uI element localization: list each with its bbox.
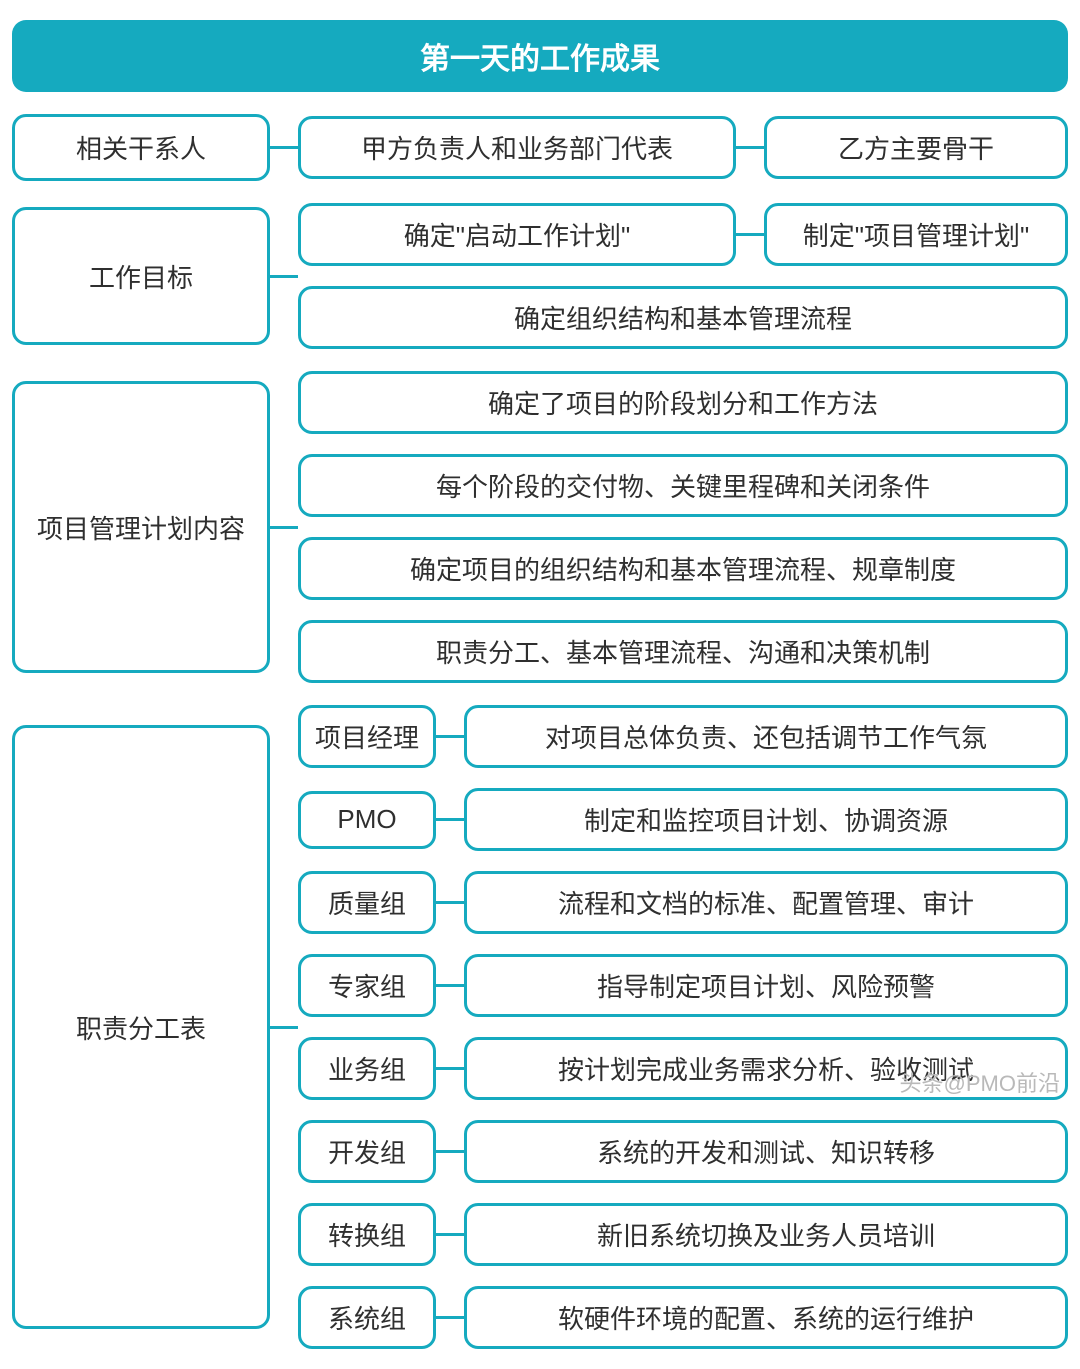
role-row: 项目经理 对项目总体负责、还包括调节工作气氛 bbox=[298, 705, 1068, 768]
role-row: 开发组 系统的开发和测试、知识转移 bbox=[298, 1120, 1068, 1183]
role-row: 系统组 软硬件环境的配置、系统的运行维护 bbox=[298, 1286, 1068, 1349]
role-desc: 指导制定项目计划、风险预警 bbox=[464, 954, 1068, 1017]
role-name: 转换组 bbox=[298, 1203, 436, 1266]
role-row: PMO 制定和监控项目计划、协调资源 bbox=[298, 788, 1068, 851]
section-goals: 工作目标 确定"启动工作计划" 制定"项目管理计划" 确定组织结构和基本管理流程 bbox=[12, 203, 1068, 349]
section-stakeholders: 相关干系人 甲方负责人和业务部门代表 乙方主要骨干 bbox=[12, 114, 1068, 181]
role-desc: 系统的开发和测试、知识转移 bbox=[464, 1120, 1068, 1183]
role-desc: 软硬件环境的配置、系统的运行维护 bbox=[464, 1286, 1068, 1349]
connector bbox=[436, 735, 464, 738]
category-stakeholders: 相关干系人 bbox=[12, 114, 270, 181]
role-name: 质量组 bbox=[298, 871, 436, 934]
connector bbox=[436, 1233, 464, 1236]
connector bbox=[736, 233, 764, 236]
connector bbox=[436, 901, 464, 904]
node-stakeholder-b: 乙方主要骨干 bbox=[764, 116, 1068, 179]
role-desc: 对项目总体负责、还包括调节工作气氛 bbox=[464, 705, 1068, 768]
watermark: 头条@PMO前沿 bbox=[900, 1066, 1060, 1098]
connector bbox=[436, 1067, 464, 1070]
connector bbox=[436, 1150, 464, 1153]
role-row: 质量组 流程和文档的标准、配置管理、审计 bbox=[298, 871, 1068, 934]
section-plan: 项目管理计划内容 确定了项目的阶段划分和工作方法 每个阶段的交付物、关键里程碑和… bbox=[12, 371, 1068, 683]
diagram-title: 第一天的工作成果 bbox=[12, 20, 1068, 92]
role-row: 专家组 指导制定项目计划、风险预警 bbox=[298, 954, 1068, 1017]
connector bbox=[436, 984, 464, 987]
category-goals: 工作目标 bbox=[12, 207, 270, 345]
role-name: 专家组 bbox=[298, 954, 436, 1017]
connector bbox=[270, 1026, 298, 1029]
connector bbox=[270, 275, 298, 278]
connector bbox=[270, 146, 298, 149]
node-plan-2: 每个阶段的交付物、关键里程碑和关闭条件 bbox=[298, 454, 1068, 517]
connector bbox=[436, 818, 464, 821]
connector bbox=[736, 146, 764, 149]
role-name: 开发组 bbox=[298, 1120, 436, 1183]
category-plan: 项目管理计划内容 bbox=[12, 381, 270, 673]
node-plan-1: 确定了项目的阶段划分和工作方法 bbox=[298, 371, 1068, 434]
role-name: 项目经理 bbox=[298, 705, 436, 768]
section-roles: 职责分工表 项目经理 对项目总体负责、还包括调节工作气氛 PMO 制定和监控项目… bbox=[12, 705, 1068, 1349]
node-stakeholder-a: 甲方负责人和业务部门代表 bbox=[298, 116, 736, 179]
role-name: 业务组 bbox=[298, 1037, 436, 1100]
connector bbox=[436, 1316, 464, 1319]
role-desc: 流程和文档的标准、配置管理、审计 bbox=[464, 871, 1068, 934]
connector bbox=[270, 526, 298, 529]
node-goal-1: 确定"启动工作计划" bbox=[298, 203, 736, 266]
category-roles: 职责分工表 bbox=[12, 725, 270, 1329]
node-plan-3: 确定项目的组织结构和基本管理流程、规章制度 bbox=[298, 537, 1068, 600]
role-name: 系统组 bbox=[298, 1286, 436, 1349]
role-row: 转换组 新旧系统切换及业务人员培训 bbox=[298, 1203, 1068, 1266]
role-name: PMO bbox=[298, 791, 436, 849]
node-plan-4: 职责分工、基本管理流程、沟通和决策机制 bbox=[298, 620, 1068, 683]
node-goal-2: 制定"项目管理计划" bbox=[764, 203, 1068, 266]
node-goal-3: 确定组织结构和基本管理流程 bbox=[298, 286, 1068, 349]
role-desc: 新旧系统切换及业务人员培训 bbox=[464, 1203, 1068, 1266]
role-desc: 制定和监控项目计划、协调资源 bbox=[464, 788, 1068, 851]
